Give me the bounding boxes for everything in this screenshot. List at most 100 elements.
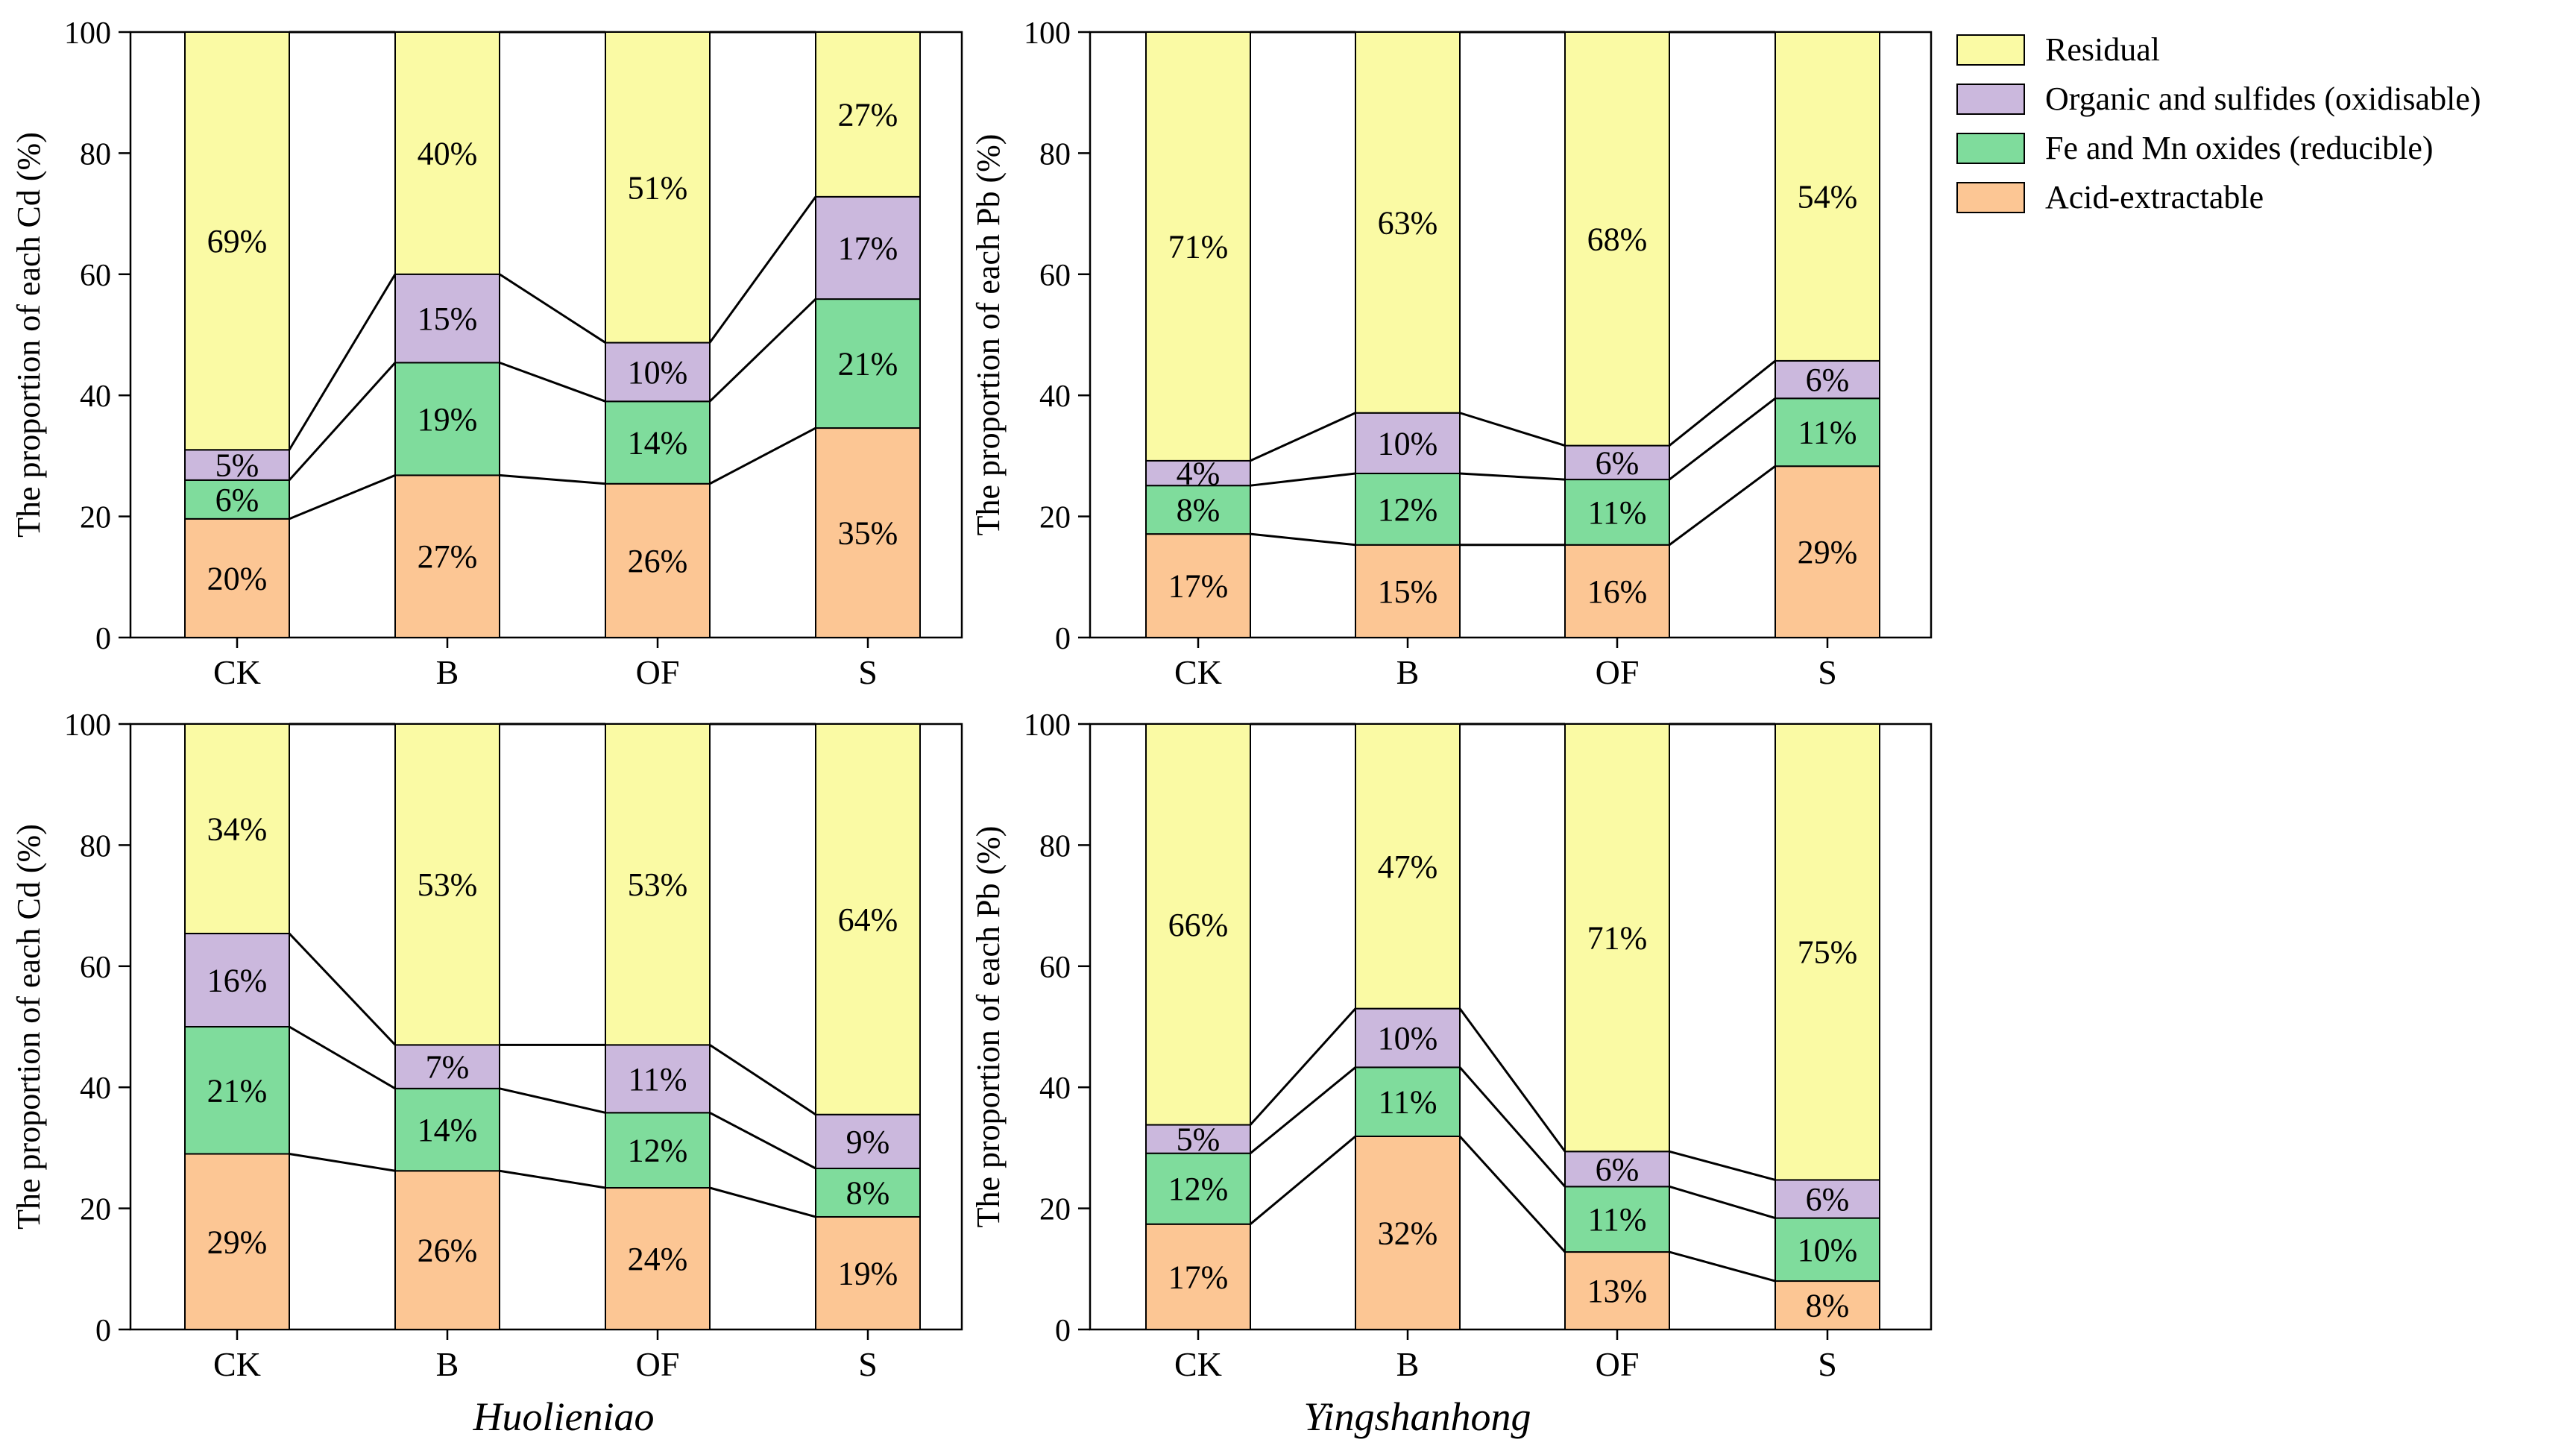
x-tick-label-s: S	[1818, 653, 1837, 691]
connector-line	[1459, 472, 1566, 481]
y-tick-label: 0	[1055, 622, 1071, 656]
data-label: 66%	[1168, 907, 1229, 943]
bar-segment	[184, 479, 290, 520]
data-label: 6%	[1806, 362, 1850, 398]
y-axis-label: The proportion of each Cd (%)	[10, 824, 47, 1230]
x-tick-label-s: S	[1818, 1345, 1837, 1383]
x-tick-label-b: B	[436, 653, 459, 691]
y-tick-label: 80	[80, 829, 111, 863]
bar-segment	[1774, 1179, 1880, 1219]
x-tick-label-ck: CK	[1174, 1345, 1222, 1383]
y-tick-label: 80	[1039, 137, 1071, 171]
legend-swatch-residual	[1956, 34, 2025, 66]
bar-segment	[1355, 1007, 1461, 1069]
data-label: 10%	[1378, 425, 1438, 462]
data-label: 68%	[1587, 221, 1648, 257]
y-tick-label: 0	[1055, 1314, 1071, 1348]
data-label: 5%	[215, 447, 259, 484]
bar-segment	[815, 31, 921, 198]
data-label: 5%	[1177, 1121, 1221, 1158]
legend-swatch-oxidisable	[1956, 84, 2025, 115]
bar-segment	[605, 1044, 711, 1114]
y-tick-label: 60	[80, 259, 111, 293]
data-label: 6%	[1596, 1151, 1640, 1188]
bar-segment	[1355, 723, 1461, 1010]
y-tick-label: 40	[80, 1071, 111, 1106]
bar-segment	[605, 342, 711, 403]
connector-line	[709, 1186, 816, 1218]
connector-line	[708, 298, 817, 403]
data-label: 75%	[1798, 934, 1858, 971]
data-label: 6%	[1596, 444, 1640, 481]
cultivar-label-yingshanhong: Yingshanhong	[1303, 1394, 1531, 1439]
y-tick-label: 20	[1039, 501, 1071, 535]
connector-line	[289, 1153, 396, 1172]
data-label: 29%	[1798, 534, 1858, 570]
data-label: 19%	[838, 1255, 898, 1291]
bar-segment	[815, 1215, 921, 1331]
connector-line	[499, 273, 606, 344]
bar-segment	[1774, 31, 1880, 362]
bar-segment	[1774, 1280, 1880, 1331]
bar-segment	[815, 1113, 921, 1170]
bar-segment	[1145, 485, 1251, 535]
y-tick-label: 100	[64, 708, 111, 743]
data-label: 17%	[838, 230, 898, 266]
legend-label-reducible: Fe and Mn oxides (reducible)	[2045, 130, 2434, 166]
cultivar-label-huolieniao: Huolieniao	[473, 1394, 655, 1439]
legend-label-acid: Acid-extractable	[2045, 179, 2264, 215]
bar-segment	[394, 723, 500, 1046]
bar-segment	[1564, 1186, 1670, 1253]
chart-panel-top-left: 0 20 40 60 80 100 The proportion of each Cd (%…	[10, 16, 963, 691]
y-axis-label: The proportion of each Pb (%)	[970, 826, 1007, 1228]
connector-line	[1669, 465, 1776, 546]
data-label: 34%	[207, 811, 268, 847]
connector-line	[1249, 1007, 1357, 1126]
data-label: 21%	[207, 1072, 268, 1109]
data-label: 6%	[215, 482, 259, 518]
data-label: 15%	[418, 300, 478, 337]
connector-line	[1669, 1150, 1776, 1181]
data-label: 11%	[1587, 494, 1646, 531]
y-tick-label: 80	[80, 137, 111, 171]
connector-line	[1669, 397, 1776, 481]
x-tick-label-b: B	[436, 1345, 459, 1383]
data-label: 15%	[1378, 573, 1438, 610]
connector-line	[709, 1111, 816, 1170]
connector-line	[1458, 1066, 1566, 1188]
legend-item-reducible: Fe and Mn oxides (reducible)	[1956, 130, 2434, 166]
connector-line	[499, 361, 606, 403]
bar-segment	[394, 362, 500, 476]
data-label: 11%	[1587, 1201, 1646, 1238]
connector-line	[1250, 472, 1356, 487]
bar-segment	[1145, 533, 1251, 639]
bar-segment	[1564, 1151, 1670, 1188]
data-label: 11%	[628, 1061, 687, 1098]
y-axis-label: The proportion of each Cd (%)	[10, 132, 47, 538]
legend-label-residual: Residual	[2045, 31, 2160, 68]
data-label: 53%	[418, 866, 478, 903]
data-label: 14%	[418, 1112, 478, 1148]
y-tick-label: 100	[1024, 708, 1071, 743]
connector-line	[1250, 412, 1356, 462]
x-tick-label-of: OF	[1596, 653, 1640, 691]
connector-line	[288, 274, 397, 451]
connector-line	[1250, 532, 1356, 547]
bar-segment	[1355, 1135, 1461, 1331]
data-label: 16%	[1587, 573, 1648, 610]
connector-line	[1458, 1135, 1566, 1253]
bar-segment	[394, 474, 500, 638]
data-label: 26%	[628, 543, 688, 579]
bar-segment	[1774, 397, 1880, 468]
connector-line	[288, 932, 397, 1046]
data-label: 13%	[1587, 1273, 1648, 1309]
bar-segment	[1355, 472, 1461, 546]
bar-segment	[815, 427, 921, 638]
data-label: 7%	[426, 1049, 470, 1086]
chart-panels: 0 20 40 60 80 100 The proportion of each Cd (%…	[10, 16, 1933, 1383]
legend-item-residual: Residual	[1956, 31, 2160, 68]
y-tick-label: 40	[80, 380, 111, 414]
connector-line	[499, 473, 606, 485]
bar-segment	[184, 932, 290, 1028]
x-tick-label-b: B	[1396, 1345, 1420, 1383]
